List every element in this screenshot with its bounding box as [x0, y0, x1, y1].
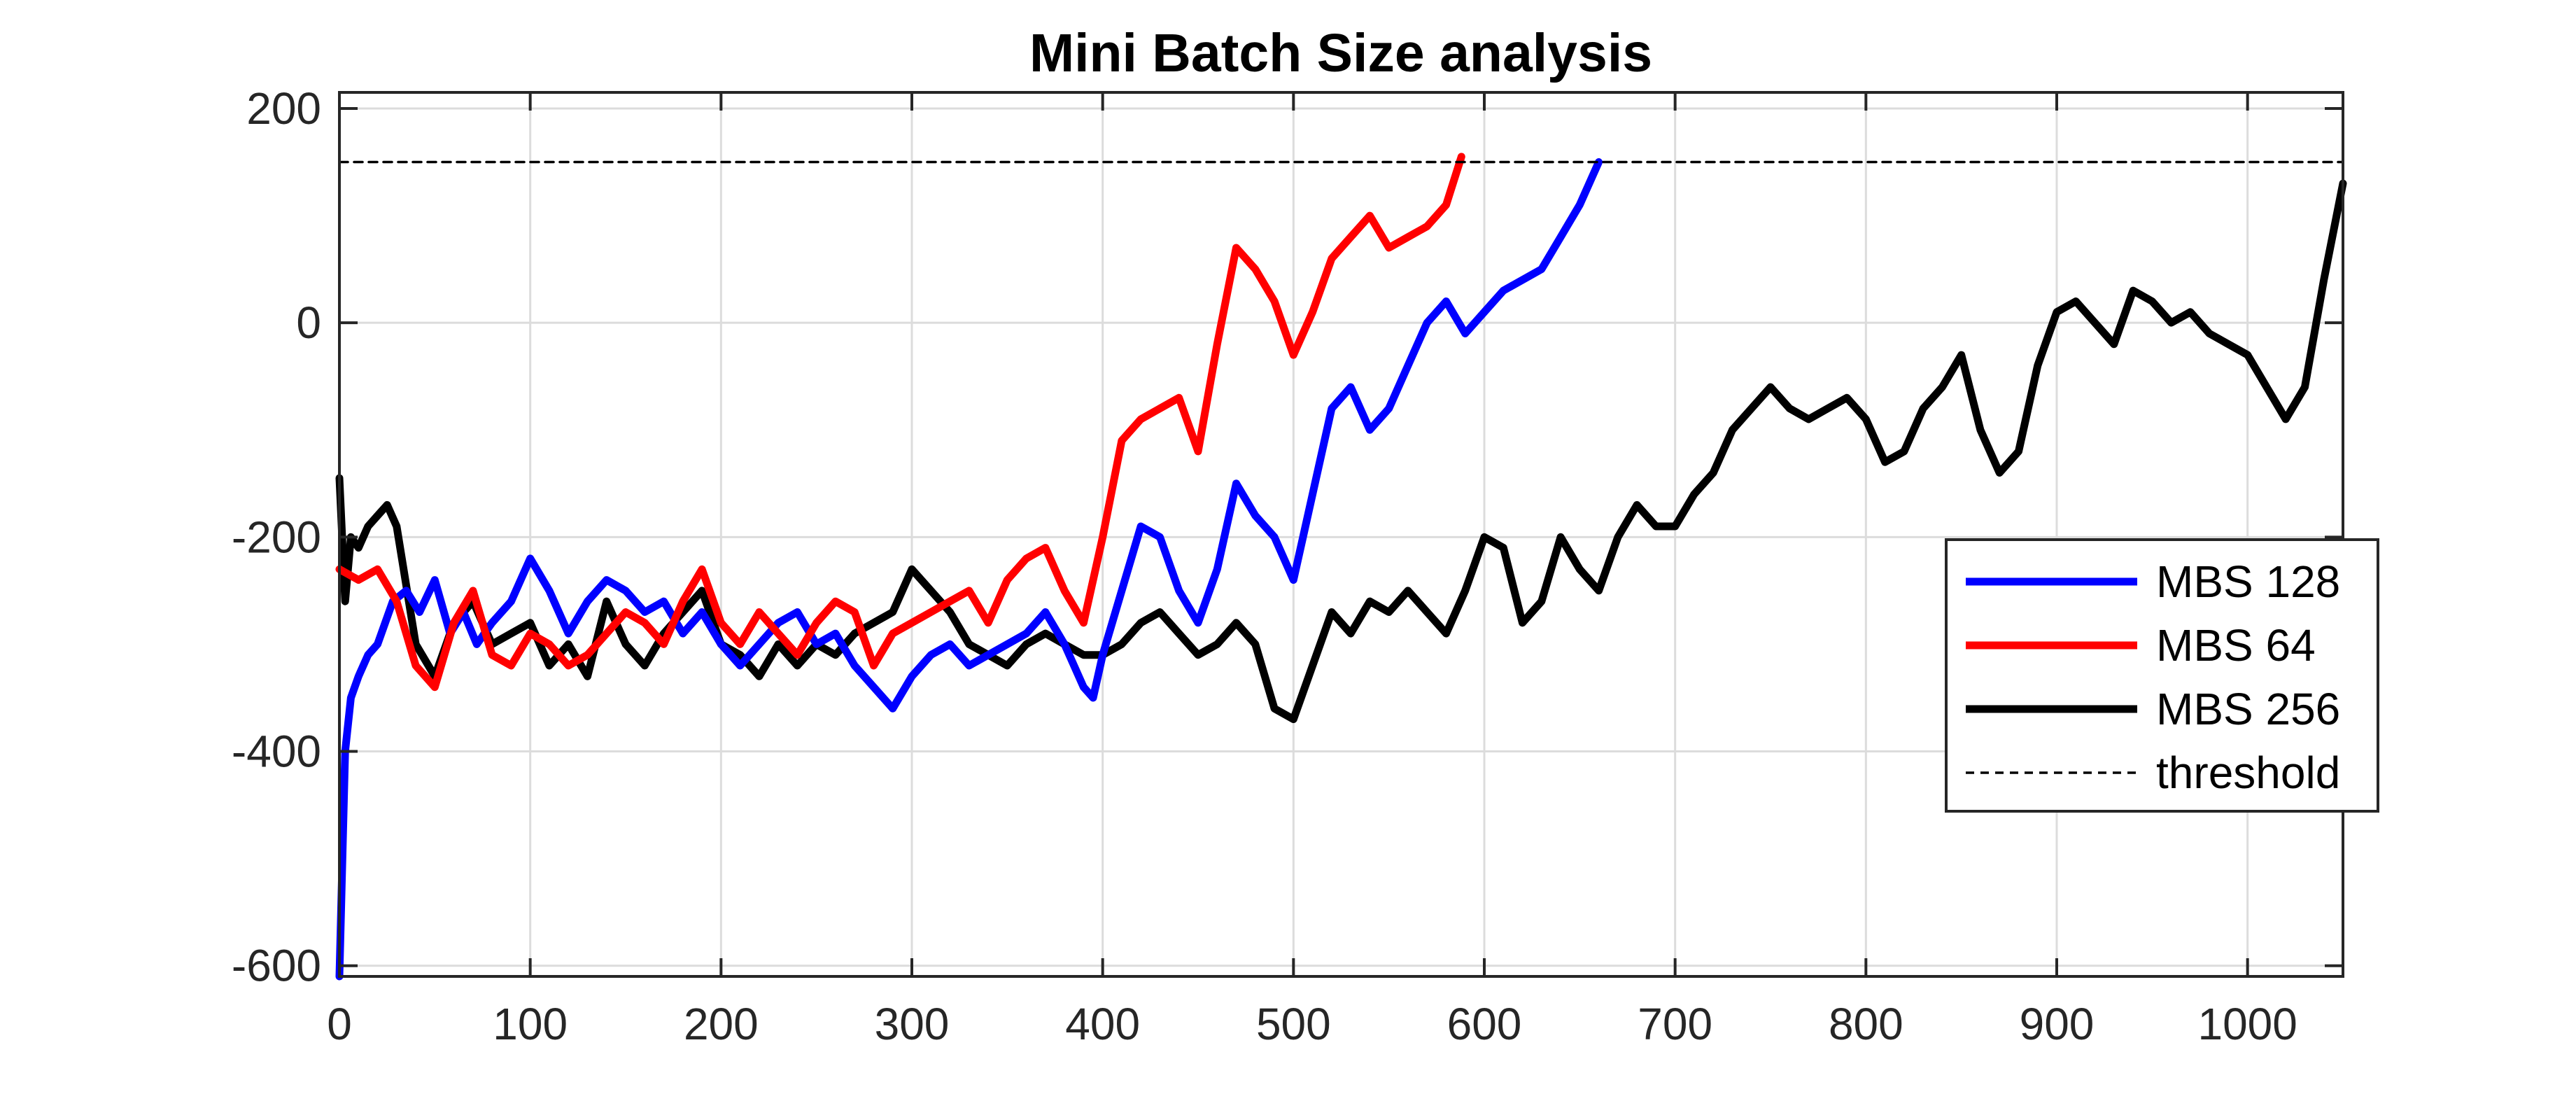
y-tick-label: -600	[232, 941, 321, 991]
y-tick-label: -400	[232, 727, 321, 777]
legend-label: MBS 256	[2156, 684, 2340, 734]
legend-box	[1945, 538, 2379, 813]
y-tick-label: 200	[246, 83, 321, 134]
legend-label: MBS 64	[2156, 620, 2316, 671]
y-tick-label: -200	[232, 512, 321, 562]
legend-label: threshold	[2156, 748, 2340, 798]
grid	[338, 92, 2343, 976]
x-tick-label: 300	[875, 999, 950, 1049]
x-tick-label: 900	[2020, 999, 2095, 1049]
x-tick-label: 400	[1065, 999, 1140, 1049]
x-tick-label: 600	[1447, 999, 1522, 1049]
ticks: 0 100 200 300 400 500 600 700 800 900 1000 -600 -400…	[232, 83, 2343, 1049]
x-tick-label: 700	[1638, 999, 1712, 1049]
y-tick-label: 0	[296, 297, 321, 348]
x-tick-label: 800	[1829, 999, 1903, 1049]
x-tick-label: 200	[684, 999, 759, 1049]
legend-label: MBS 128	[2156, 556, 2340, 607]
x-tick-label: 0	[327, 999, 352, 1049]
chart-title: Mini Batch Size analysis	[1029, 23, 1652, 83]
x-tick-label: 1000	[2197, 999, 2297, 1049]
series-layer	[335, 153, 2347, 981]
axes-box	[338, 91, 2344, 978]
series-line-mbs-64	[335, 153, 1465, 692]
x-tick-label: 100	[493, 999, 568, 1049]
series-line-mbs-256	[335, 179, 2347, 724]
legend: MBS 128 MBS 64 MBS 256 threshold	[1945, 538, 2379, 813]
x-tick-label: 500	[1256, 999, 1331, 1049]
series-line-mbs-128	[335, 158, 1603, 981]
